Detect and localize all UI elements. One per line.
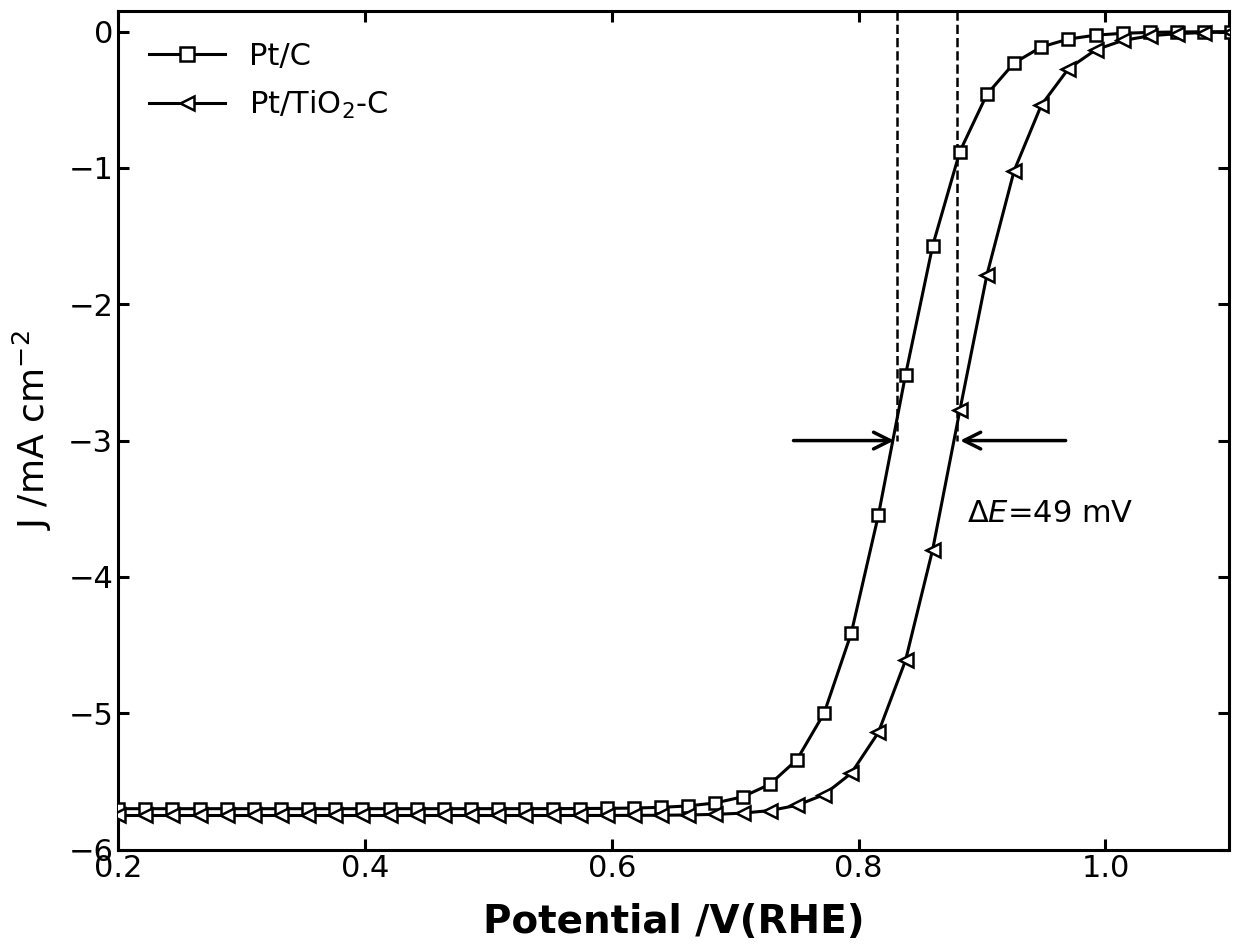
Pt/TiO$_2$-C [708, 808, 723, 820]
Pt/TiO$_2$-C [409, 810, 424, 822]
Pt/TiO$_2$-C [1169, 28, 1184, 39]
Pt/C [1115, 28, 1130, 39]
Pt/TiO$_2$-C [843, 767, 858, 779]
Pt/C [518, 803, 533, 814]
Pt/TiO$_2$-C [219, 810, 234, 822]
Pt/TiO$_2$-C [274, 810, 289, 822]
Pt/C [763, 779, 777, 790]
Pt/C [681, 801, 696, 812]
Pt/TiO$_2$-C [681, 809, 696, 821]
Pt/TiO$_2$-C [925, 544, 940, 555]
Pt/C [327, 803, 342, 814]
Pt/C [599, 803, 614, 814]
Pt/TiO$_2$-C [546, 810, 560, 822]
Pt/C [436, 803, 451, 814]
Pt/C [382, 803, 397, 814]
Pt/C [980, 89, 994, 100]
Pt/TiO$_2$-C [898, 655, 913, 666]
Pt/TiO$_2$-C [817, 789, 832, 801]
Pt/TiO$_2$-C [192, 810, 207, 822]
Pt/TiO$_2$-C [464, 810, 479, 822]
Pt/TiO$_2$-C [1007, 165, 1022, 176]
Pt/TiO$_2$-C [572, 810, 587, 822]
Pt/C [464, 803, 479, 814]
Pt/C [274, 803, 289, 814]
Pt/C [192, 803, 207, 814]
Pt/TiO$_2$-C [327, 810, 342, 822]
Pt/C [355, 803, 370, 814]
Pt/C [1034, 41, 1049, 52]
Pt/C [1197, 26, 1211, 37]
Pt/C [1007, 57, 1022, 69]
Pt/C [165, 803, 180, 814]
Pt/TiO$_2$-C [653, 809, 668, 821]
Pt/C [952, 146, 967, 157]
Pt/TiO$_2$-C [763, 804, 777, 816]
Pt/TiO$_2$-C [952, 405, 967, 416]
Pt/C [219, 803, 234, 814]
Pt/C [870, 509, 885, 521]
Pt/TiO$_2$-C [436, 810, 451, 822]
Pt/TiO$_2$-C [518, 810, 533, 822]
Pt/C [925, 240, 940, 251]
Pt/C [626, 803, 641, 814]
Pt/C [491, 803, 506, 814]
Pt/C [735, 791, 750, 803]
Pt/C [790, 754, 805, 765]
Pt/TiO$_2$-C [165, 810, 180, 822]
Pt/TiO$_2$-C [599, 810, 614, 822]
Pt/C [898, 369, 913, 381]
Pt/C [300, 803, 315, 814]
Pt/TiO$_2$-C [382, 810, 397, 822]
Pt/C [546, 803, 560, 814]
Pt/TiO$_2$-C [1224, 27, 1239, 38]
Legend: Pt/C, Pt/TiO$_2$-C: Pt/C, Pt/TiO$_2$-C [134, 27, 404, 136]
Pt/TiO$_2$-C [870, 726, 885, 738]
Pt/C [1224, 26, 1239, 37]
Pt/C [843, 627, 858, 639]
Pt/TiO$_2$-C [1034, 99, 1049, 110]
Pt/TiO$_2$-C [1089, 44, 1104, 55]
Pt/TiO$_2$-C [300, 810, 315, 822]
Pt/TiO$_2$-C [980, 268, 994, 280]
Pt/TiO$_2$-C [247, 810, 262, 822]
Pt/TiO$_2$-C [110, 810, 125, 822]
Pt/TiO$_2$-C [1197, 27, 1211, 38]
Pt/C [708, 797, 723, 808]
Pt/C [409, 803, 424, 814]
Pt/TiO$_2$-C [1061, 63, 1076, 74]
Pt/TiO$_2$-C [138, 810, 153, 822]
Pt/TiO$_2$-C [1142, 30, 1157, 42]
Pt/TiO$_2$-C [491, 810, 506, 822]
X-axis label: Potential /V(RHE): Potential /V(RHE) [482, 902, 864, 941]
Y-axis label: J /mA cm$^{-2}$: J /mA cm$^{-2}$ [11, 330, 55, 530]
Line: Pt/TiO$_2$-C: Pt/TiO$_2$-C [112, 25, 1239, 823]
Pt/TiO$_2$-C [626, 809, 641, 821]
Line: Pt/C: Pt/C [112, 26, 1238, 815]
Pt/C [1061, 33, 1076, 45]
Pt/C [817, 707, 832, 719]
Pt/C [653, 802, 668, 813]
Pt/TiO$_2$-C [735, 807, 750, 819]
Pt/TiO$_2$-C [1115, 35, 1130, 47]
Pt/C [247, 803, 262, 814]
Pt/C [110, 803, 125, 814]
Pt/TiO$_2$-C [790, 800, 805, 811]
Pt/TiO$_2$-C [355, 810, 370, 822]
Pt/C [1142, 27, 1157, 38]
Pt/C [1089, 30, 1104, 41]
Pt/C [138, 803, 153, 814]
Text: $\Delta \mathit{E}$=49 mV: $\Delta \mathit{E}$=49 mV [967, 500, 1133, 528]
Pt/C [1169, 27, 1184, 38]
Pt/C [572, 803, 587, 814]
